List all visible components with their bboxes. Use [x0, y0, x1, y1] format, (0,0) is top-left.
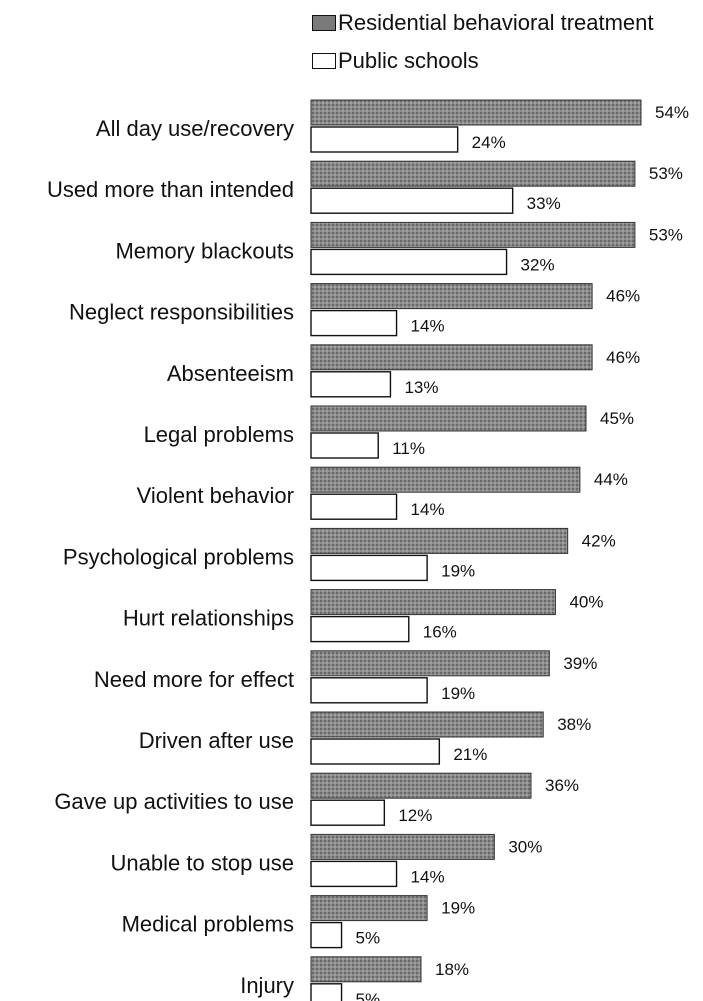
category-label: All day use/recovery	[96, 116, 294, 141]
value-label-public-schools: 32%	[521, 255, 555, 274]
bar-public-schools	[310, 983, 343, 1001]
legend-label-residential: Residential behavioral treatment	[338, 10, 654, 35]
bar-public-schools	[310, 860, 398, 888]
value-label-public-schools: 14%	[411, 500, 445, 519]
category-label: Need more for effect	[94, 667, 294, 692]
value-label-public-schools: 19%	[441, 684, 475, 703]
bar-public-schools	[310, 126, 459, 153]
category-label: Absenteeism	[167, 361, 294, 386]
value-label-public-schools: 21%	[453, 745, 487, 764]
category-label: Medical problems	[122, 912, 294, 937]
bar-residential	[310, 221, 636, 248]
bar-residential	[310, 405, 587, 432]
bar-residential	[310, 895, 428, 922]
bar-residential	[310, 833, 495, 860]
value-label-public-schools: 14%	[411, 867, 445, 886]
value-label-residential: 39%	[563, 654, 597, 673]
value-label-residential: 53%	[649, 225, 683, 244]
category-label: Memory blackouts	[115, 238, 294, 263]
value-label-residential: 30%	[508, 837, 542, 856]
bar-public-schools	[310, 309, 398, 337]
value-label-public-schools: 14%	[411, 317, 445, 336]
category-label: Violent behavior	[137, 483, 294, 508]
value-label-residential: 18%	[435, 960, 469, 979]
value-label-residential: 44%	[594, 470, 628, 489]
category-label: Gave up activities to use	[54, 789, 294, 814]
bar-residential	[310, 160, 636, 187]
value-label-public-schools: 12%	[398, 806, 432, 825]
category-label: Legal problems	[144, 422, 294, 447]
value-label-residential: 46%	[606, 287, 640, 306]
value-label-residential: 38%	[557, 715, 591, 734]
value-label-public-schools: 5%	[356, 929, 381, 948]
bar-residential	[310, 772, 532, 799]
value-label-residential: 42%	[582, 531, 616, 550]
legend-swatch-public-schools	[312, 53, 336, 69]
value-label-public-schools: 5%	[356, 990, 381, 1001]
bar-residential	[310, 466, 581, 493]
legend-item-public-schools: Public schools	[312, 48, 479, 74]
value-label-public-schools: 11%	[392, 439, 425, 458]
value-label-public-schools: 33%	[527, 194, 561, 213]
value-label-public-schools: 13%	[404, 378, 438, 397]
bar-public-schools	[310, 187, 514, 214]
value-label-residential: 54%	[655, 103, 689, 122]
bar-public-schools	[310, 432, 379, 459]
bar-residential	[310, 99, 642, 126]
value-label-public-schools: 24%	[472, 133, 506, 152]
bar-residential	[310, 527, 569, 554]
category-label: Neglect responsibilities	[69, 300, 294, 325]
category-label: Used more than intended	[47, 177, 294, 202]
category-label: Injury	[240, 973, 294, 998]
bar-public-schools	[310, 738, 441, 765]
legend-label-public-schools: Public schools	[338, 48, 479, 73]
value-label-residential: 40%	[569, 593, 603, 612]
bar-public-schools	[310, 248, 508, 276]
bar-residential	[310, 711, 544, 738]
bar-public-schools	[310, 921, 343, 949]
value-label-public-schools: 19%	[441, 561, 475, 580]
category-label: Unable to stop use	[111, 850, 294, 875]
category-label: Hurt relationships	[123, 606, 294, 631]
value-label-residential: 46%	[606, 348, 640, 367]
value-label-residential: 36%	[545, 776, 579, 795]
bar-residential	[310, 283, 593, 310]
category-label: Psychological problems	[63, 544, 294, 569]
category-label: Driven after use	[139, 728, 294, 753]
bars-layer: All day use/recovery 54% 24% Used more than…	[47, 99, 689, 1001]
bar-public-schools	[310, 615, 410, 643]
value-label-residential: 53%	[649, 164, 683, 183]
bar-public-schools	[310, 554, 428, 582]
bar-residential	[310, 956, 422, 983]
bar-public-schools	[310, 493, 398, 520]
legend-swatch-residential	[312, 15, 336, 31]
bar-public-schools	[310, 799, 386, 826]
bar-residential	[310, 650, 550, 677]
bar-public-schools	[310, 371, 392, 398]
value-label-public-schools: 16%	[423, 623, 457, 642]
legend-item-residential: Residential behavioral treatment	[312, 10, 654, 36]
value-label-residential: 19%	[441, 899, 475, 918]
bar-residential	[310, 344, 593, 371]
value-label-residential: 45%	[600, 409, 634, 428]
bar-residential	[310, 589, 556, 616]
bar-public-schools	[310, 677, 428, 704]
